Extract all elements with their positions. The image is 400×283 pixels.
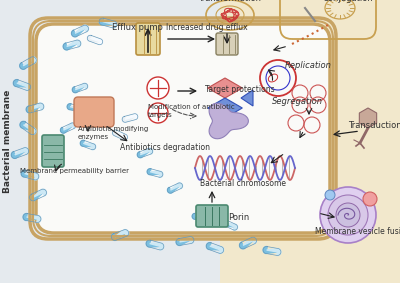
- Polygon shape: [240, 241, 253, 249]
- Polygon shape: [243, 237, 256, 245]
- Polygon shape: [23, 57, 36, 66]
- Polygon shape: [150, 171, 163, 177]
- Polygon shape: [21, 170, 35, 177]
- Text: Transduction: Transduction: [348, 121, 400, 130]
- Polygon shape: [210, 246, 224, 253]
- Polygon shape: [20, 60, 33, 69]
- Polygon shape: [208, 98, 242, 118]
- Polygon shape: [192, 213, 205, 219]
- Polygon shape: [111, 233, 125, 240]
- Polygon shape: [168, 186, 180, 193]
- Polygon shape: [23, 214, 38, 220]
- Polygon shape: [26, 216, 41, 222]
- Polygon shape: [0, 0, 220, 283]
- Polygon shape: [99, 18, 113, 25]
- Polygon shape: [25, 173, 39, 180]
- Polygon shape: [266, 248, 281, 256]
- Circle shape: [320, 187, 376, 243]
- Polygon shape: [226, 223, 238, 230]
- Polygon shape: [103, 21, 117, 28]
- Text: Transformation: Transformation: [198, 0, 262, 3]
- FancyBboxPatch shape: [42, 135, 64, 167]
- Polygon shape: [116, 133, 128, 140]
- Text: Conjugation: Conjugation: [323, 0, 373, 3]
- Polygon shape: [220, 0, 400, 283]
- Text: Antibiotic modifying
enzymes: Antibiotic modifying enzymes: [78, 126, 148, 140]
- FancyBboxPatch shape: [136, 23, 160, 55]
- Text: Target protections: Target protections: [205, 85, 275, 95]
- FancyBboxPatch shape: [196, 205, 228, 227]
- Polygon shape: [30, 103, 44, 110]
- Polygon shape: [195, 211, 208, 216]
- Polygon shape: [60, 126, 72, 133]
- Polygon shape: [24, 125, 36, 135]
- Polygon shape: [112, 130, 124, 137]
- Circle shape: [325, 190, 335, 200]
- FancyBboxPatch shape: [216, 33, 238, 55]
- Text: Efflux pump: Efflux pump: [112, 23, 163, 33]
- FancyBboxPatch shape: [74, 97, 114, 127]
- Polygon shape: [26, 106, 40, 113]
- Polygon shape: [75, 83, 88, 90]
- Polygon shape: [20, 121, 32, 131]
- Polygon shape: [75, 25, 88, 33]
- Polygon shape: [30, 193, 43, 201]
- Circle shape: [328, 195, 368, 235]
- Circle shape: [147, 77, 169, 99]
- Polygon shape: [222, 220, 234, 227]
- Text: Porin: Porin: [228, 213, 249, 222]
- Polygon shape: [241, 90, 253, 106]
- Circle shape: [336, 203, 360, 227]
- Polygon shape: [263, 246, 278, 254]
- Text: Increased drug efflux: Increased drug efflux: [166, 23, 248, 33]
- Polygon shape: [83, 143, 96, 150]
- Polygon shape: [72, 29, 85, 37]
- Polygon shape: [33, 189, 46, 197]
- Polygon shape: [67, 104, 80, 110]
- Polygon shape: [206, 243, 220, 250]
- Polygon shape: [359, 108, 377, 128]
- Polygon shape: [17, 83, 31, 90]
- Polygon shape: [13, 80, 27, 87]
- Polygon shape: [176, 239, 190, 245]
- Polygon shape: [87, 35, 100, 42]
- Polygon shape: [90, 38, 103, 45]
- Polygon shape: [125, 114, 138, 120]
- Polygon shape: [11, 151, 25, 158]
- Polygon shape: [122, 116, 135, 122]
- Polygon shape: [170, 183, 182, 190]
- Text: Membrane permeability barrier: Membrane permeability barrier: [20, 168, 129, 174]
- Text: Segregation: Segregation: [272, 97, 323, 106]
- FancyBboxPatch shape: [36, 24, 330, 233]
- Circle shape: [148, 103, 168, 123]
- Text: Bacterial membrane: Bacterial membrane: [4, 90, 12, 193]
- Polygon shape: [147, 169, 160, 175]
- Text: Replication: Replication: [285, 61, 332, 70]
- Polygon shape: [72, 86, 85, 93]
- Polygon shape: [67, 40, 81, 47]
- Polygon shape: [115, 230, 129, 237]
- Polygon shape: [70, 106, 83, 112]
- Text: Membrane vesicle fusion: Membrane vesicle fusion: [315, 226, 400, 235]
- Polygon shape: [209, 103, 248, 139]
- Circle shape: [363, 192, 377, 206]
- Polygon shape: [140, 148, 153, 155]
- Text: Antibiotics degradation: Antibiotics degradation: [120, 143, 210, 151]
- Polygon shape: [80, 140, 93, 147]
- Polygon shape: [64, 123, 76, 130]
- Text: Modification of antibiotic
targets: Modification of antibiotic targets: [148, 104, 235, 118]
- Polygon shape: [15, 148, 29, 155]
- Polygon shape: [208, 78, 242, 98]
- Text: Bacterial chromosome: Bacterial chromosome: [200, 179, 286, 188]
- Polygon shape: [137, 151, 150, 158]
- Polygon shape: [150, 243, 164, 250]
- Polygon shape: [63, 43, 77, 50]
- Polygon shape: [180, 237, 194, 243]
- Polygon shape: [146, 240, 160, 247]
